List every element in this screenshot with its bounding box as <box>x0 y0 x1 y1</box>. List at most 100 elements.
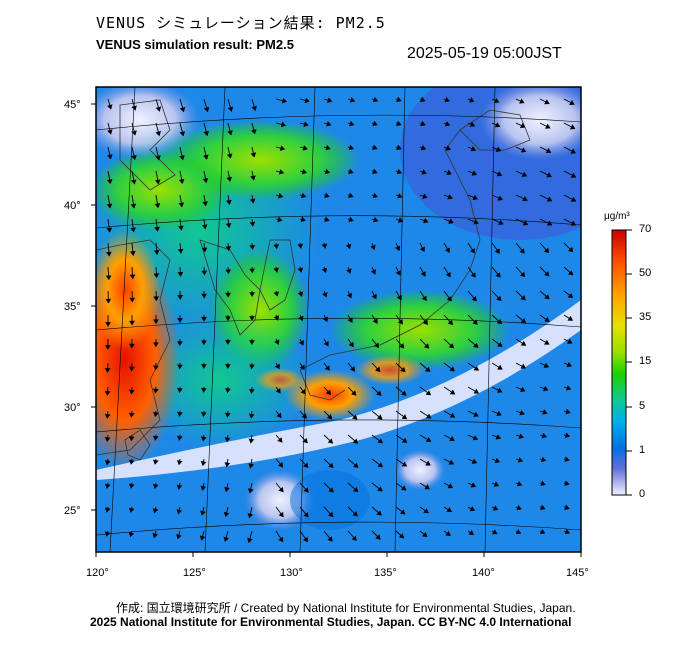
concentration-field <box>96 87 581 552</box>
wind-arrow-head <box>447 194 453 200</box>
lat-label-45: 45° <box>64 99 81 111</box>
wind-arrow-head <box>401 390 407 396</box>
lon-label-140: 140° <box>472 567 495 579</box>
wind-arrow-head <box>129 320 135 326</box>
wind-arrow-head <box>348 216 354 223</box>
wind-arrow-head <box>201 364 207 369</box>
wind-arrow-head <box>546 172 552 178</box>
wind-arrow-head <box>494 122 501 128</box>
wind-arrow-head <box>249 364 255 370</box>
wind-arrow-head <box>425 413 432 419</box>
wind-arrow-head <box>297 267 304 273</box>
wind-arrow-head <box>301 413 307 419</box>
wind-arrow-head <box>425 460 431 466</box>
wind-arrow-head <box>517 457 524 463</box>
wind-arrow-head <box>472 319 478 325</box>
wind-arrow-head <box>177 364 183 370</box>
wind-arrow-head <box>372 96 379 103</box>
wind-arrow-head <box>349 366 356 372</box>
wind-arrow-head <box>177 318 183 323</box>
wind-arrow-head <box>152 388 159 394</box>
wind-arrow-head <box>152 532 159 539</box>
wind-arrow-head <box>300 216 306 223</box>
wind-arrow-head <box>275 388 281 394</box>
wind-arrow-head <box>176 534 182 540</box>
wind-arrow-head <box>544 339 550 345</box>
wind-arrow-head <box>248 463 254 469</box>
wind-arrow-head <box>201 317 207 322</box>
wind-arrow-head <box>444 96 450 103</box>
wind-arrow-head <box>249 316 255 321</box>
wind-arrow-head <box>567 270 574 276</box>
wind-arrow-head <box>423 508 429 514</box>
wind-arrow-head <box>421 295 427 302</box>
wind-arrow-head <box>201 411 207 418</box>
wind-arrow-head <box>542 409 548 415</box>
wind-arrow-head <box>471 170 478 176</box>
wind-arrow-head <box>104 390 111 396</box>
wind-arrow-head <box>302 437 308 444</box>
wind-arrow-head <box>519 271 526 278</box>
lat-label-25: 25° <box>64 505 81 517</box>
wind-arrow-head <box>107 129 113 135</box>
wind-arrow-head <box>349 97 356 103</box>
wind-arrow-head <box>447 319 454 326</box>
wind-arrow-head <box>396 294 402 301</box>
wind-arrow-head <box>273 267 280 273</box>
wind-arrow-head <box>569 99 575 105</box>
wind-arrow-head <box>520 295 526 301</box>
wind-arrow-head <box>522 196 528 202</box>
wind-arrow-head <box>155 106 162 112</box>
wind-arrow-head <box>178 202 185 208</box>
colorbar-tick-70: 70 <box>639 223 652 235</box>
wind-arrow-head <box>546 196 553 202</box>
wind-arrow-head <box>470 482 477 488</box>
wind-arrow-head <box>422 531 428 538</box>
wind-arrow-head <box>469 506 476 512</box>
wind-arrow-head <box>248 413 255 419</box>
wind-arrow-head <box>375 366 381 373</box>
wind-arrow-head <box>540 456 547 463</box>
wind-arrow-head <box>494 457 501 464</box>
wind-arrow-head <box>544 99 550 105</box>
wind-arrow-head <box>153 342 159 348</box>
wind-arrow-head <box>227 130 233 136</box>
wind-arrow-head <box>394 245 401 252</box>
wind-arrow-head <box>398 343 405 349</box>
wind-arrow-head <box>322 316 328 323</box>
wind-arrow-head <box>351 535 357 541</box>
wind-arrow-head <box>495 146 502 152</box>
wind-arrow-head <box>495 272 501 278</box>
wind-arrow-head <box>496 387 503 393</box>
wind-arrow-head <box>104 460 111 466</box>
wind-arrow-head <box>128 436 135 442</box>
wind-arrow-head <box>322 292 328 298</box>
wind-arrow-head <box>251 129 257 135</box>
wind-arrow-head <box>247 537 253 544</box>
wind-arrow-head <box>376 390 382 396</box>
wind-arrow-head <box>567 338 573 344</box>
wind-arrow-head <box>106 178 113 185</box>
wind-arrow-head <box>225 292 231 298</box>
wind-arrow-head <box>373 216 379 223</box>
wind-arrow-head <box>539 528 546 535</box>
wind-arrow-head <box>249 292 255 298</box>
wind-arrow-head <box>203 154 209 160</box>
wind-arrow-head <box>131 154 137 161</box>
lat-ticks <box>91 103 96 511</box>
wind-arrow-head <box>544 316 550 323</box>
lon-label-125: 125° <box>183 567 206 579</box>
wind-arrow-head <box>397 193 403 199</box>
wind-arrow-head <box>396 144 402 151</box>
wind-arrow-head <box>371 293 377 300</box>
wind-arrow-head <box>372 144 378 151</box>
wind-arrow-head <box>567 292 574 299</box>
wind-arrow-head <box>225 222 232 229</box>
wind-arrow-head <box>423 343 430 349</box>
wind-arrow-head <box>446 507 453 512</box>
wind-arrow-head <box>370 269 377 275</box>
wind-arrow-head <box>248 438 255 444</box>
wind-arrow-head <box>543 247 550 254</box>
wind-arrow-head <box>129 343 135 349</box>
wind-arrow-head <box>106 227 113 233</box>
